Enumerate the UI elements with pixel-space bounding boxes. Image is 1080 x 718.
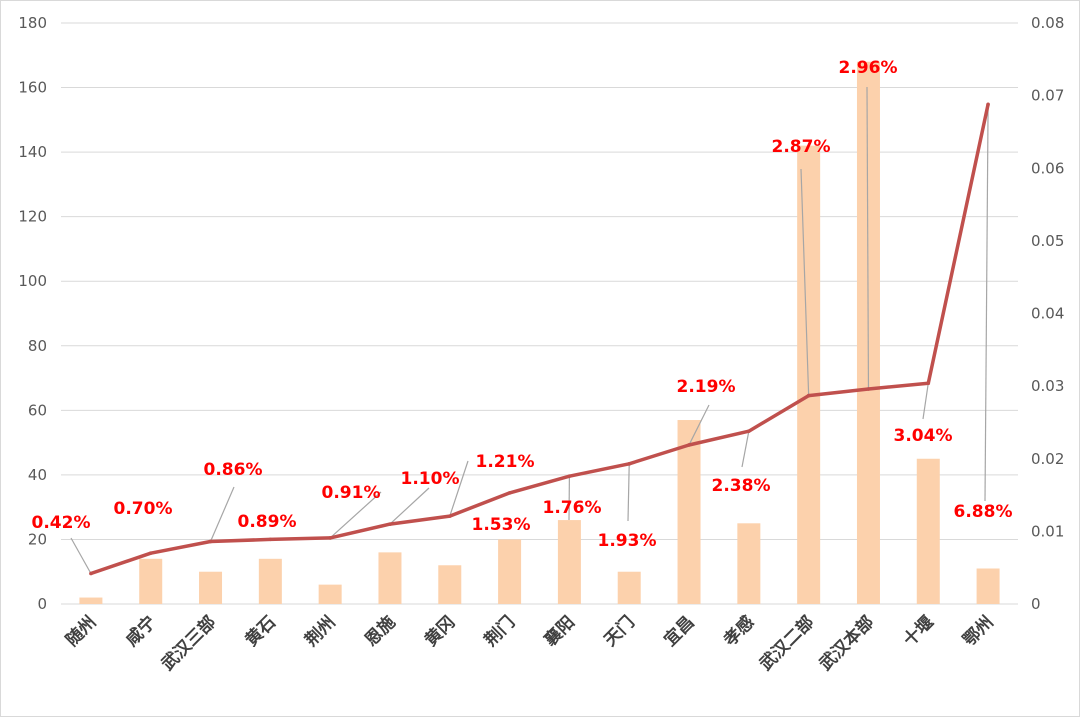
- x-axis-categories: 随州咸宁武汉三部黄石荆州恩施黄冈荆门襄阳天门宜昌孝感武汉二部武汉本部十堰鄂州: [62, 612, 998, 675]
- data-label: 6.88%: [954, 502, 1013, 522]
- bar: [797, 146, 820, 604]
- left-axis-tick-label: 20: [28, 530, 47, 548]
- category-label: 咸宁: [121, 612, 160, 651]
- category-label: 武汉本部: [815, 612, 878, 675]
- category-label: 孝感: [719, 612, 758, 651]
- bar: [558, 520, 581, 604]
- data-label: 2.19%: [677, 377, 736, 397]
- data-label: 0.70%: [114, 499, 173, 519]
- right-axis-tick-label: 0.04: [1031, 305, 1064, 323]
- category-label: 荆州: [301, 612, 340, 651]
- category-label: 武汉二部: [755, 612, 818, 675]
- data-label: 2.38%: [712, 476, 771, 496]
- bar-series: [79, 62, 999, 604]
- bar: [737, 523, 760, 604]
- data-label: 2.96%: [839, 58, 898, 78]
- left-axis-tick-label: 140: [18, 143, 47, 161]
- data-label: 1.10%: [401, 469, 460, 489]
- line-point: [448, 514, 452, 518]
- data-label: 0.42%: [32, 513, 91, 533]
- category-label: 襄阳: [539, 612, 579, 652]
- data-label: 0.91%: [322, 483, 381, 503]
- right-axis-tick-label: 0: [1031, 595, 1041, 613]
- right-axis-tick-label: 0.08: [1031, 14, 1064, 32]
- label-leader-lines: [71, 87, 988, 573]
- data-label: 3.04%: [894, 426, 953, 446]
- category-label: 随州: [62, 612, 101, 651]
- left-axis-tick-label: 0: [37, 595, 47, 613]
- right-axis-tick-label: 0.07: [1031, 87, 1064, 105]
- bar: [378, 552, 401, 604]
- right-axis-tick-label: 0.02: [1031, 450, 1064, 468]
- line-point: [986, 103, 990, 107]
- line-point: [687, 443, 691, 447]
- leader-line: [628, 464, 629, 521]
- line-point: [747, 429, 751, 433]
- category-label: 黄石: [241, 612, 280, 651]
- bar: [79, 598, 102, 604]
- line-point: [508, 491, 512, 495]
- data-label: 1.93%: [598, 531, 657, 551]
- left-axis-tick-label: 180: [18, 14, 47, 32]
- bar: [498, 539, 521, 604]
- leader-line: [211, 487, 234, 542]
- category-label: 天门: [600, 612, 639, 651]
- bar: [438, 565, 461, 604]
- bar: [319, 585, 342, 604]
- right-axis-tick-label: 0.01: [1031, 522, 1064, 540]
- category-label: 荆门: [480, 612, 519, 651]
- right-axis-tick-label: 0.05: [1031, 232, 1064, 250]
- left-axis-tick-label: 120: [18, 208, 47, 226]
- line-point: [89, 572, 93, 576]
- rate-line-series: [89, 103, 990, 576]
- category-label: 十堰: [899, 612, 938, 651]
- rate-line: [91, 104, 988, 573]
- line-point: [209, 540, 213, 544]
- left-axis-tick-label: 40: [28, 466, 47, 484]
- category-label: 鄂州: [959, 612, 997, 650]
- line-point: [627, 462, 631, 466]
- bar: [977, 568, 1000, 604]
- bar: [917, 459, 940, 604]
- line-point: [568, 474, 572, 478]
- line-point: [388, 522, 392, 526]
- category-label: 恩施: [361, 612, 400, 651]
- line-point: [149, 551, 153, 555]
- leader-line: [742, 431, 749, 467]
- left-axis-tick-label: 160: [18, 79, 47, 97]
- left-axis-tick-label: 60: [28, 401, 47, 419]
- data-label: 1.21%: [476, 452, 535, 472]
- bar: [618, 572, 641, 604]
- category-label: 黄冈: [420, 612, 459, 651]
- leader-line: [985, 104, 988, 501]
- right-y-axis: 0 0.01 0.02 0.03 0.04 0.05 0.06 0.07 0.08: [1031, 14, 1064, 613]
- data-label: 1.76%: [543, 498, 602, 518]
- category-label: 宜昌: [660, 612, 699, 651]
- bar: [139, 559, 162, 604]
- leader-line: [923, 383, 928, 419]
- left-axis-tick-label: 100: [18, 272, 47, 290]
- category-label: 武汉三部: [157, 612, 220, 675]
- data-label: 1.53%: [472, 515, 531, 535]
- bar: [199, 572, 222, 604]
- data-label: 2.87%: [772, 137, 831, 157]
- left-axis-tick-label: 80: [28, 337, 47, 355]
- line-point: [926, 381, 930, 385]
- right-axis-tick-label: 0.03: [1031, 377, 1064, 395]
- data-label: 0.89%: [238, 512, 297, 532]
- line-point: [807, 394, 811, 398]
- line-point: [328, 536, 332, 540]
- right-axis-tick-label: 0.06: [1031, 159, 1064, 177]
- bar: [259, 559, 282, 604]
- data-label: 0.86%: [204, 460, 263, 480]
- line-point: [269, 538, 273, 542]
- line-point: [867, 387, 871, 391]
- leader-line: [71, 538, 91, 573]
